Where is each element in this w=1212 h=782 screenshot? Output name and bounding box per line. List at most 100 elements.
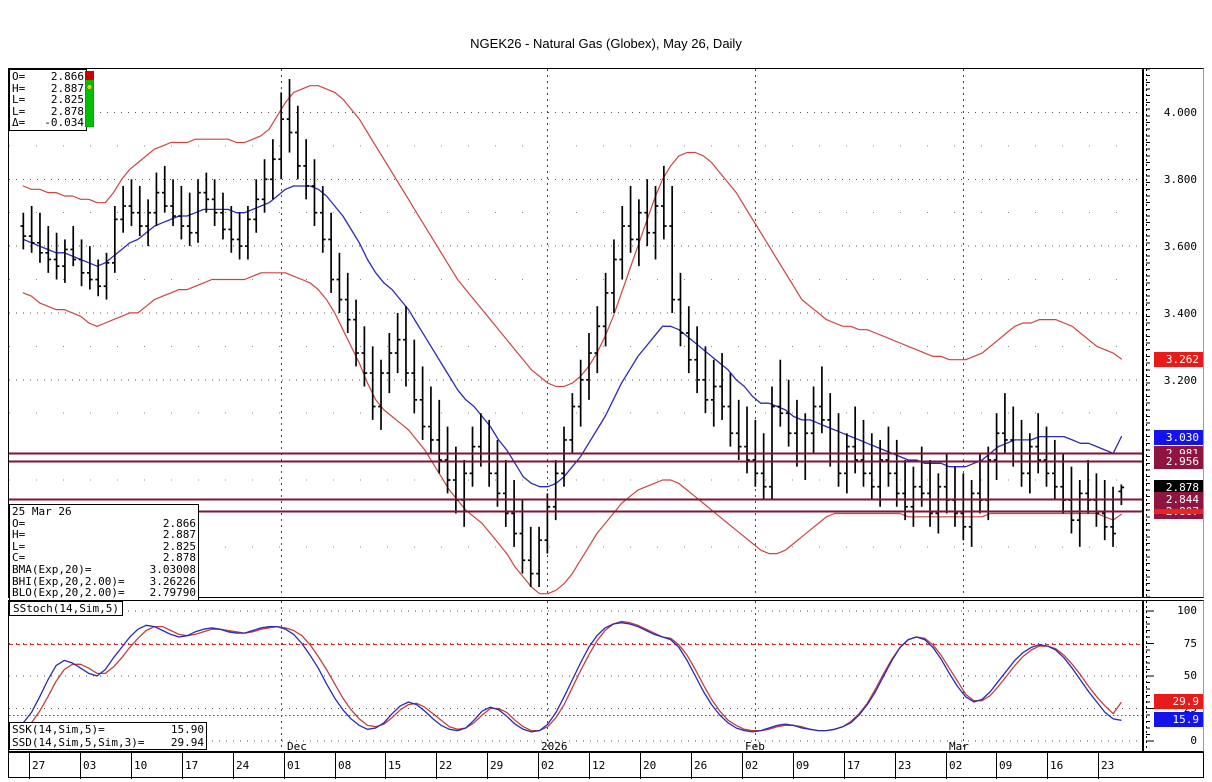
quote-row-label: L= bbox=[12, 104, 26, 118]
cursor-data-value: 3.26226 bbox=[149, 574, 196, 588]
date-axis-tick bbox=[589, 753, 590, 779]
cursor-data-row: H= 2.887 bbox=[12, 529, 196, 541]
price-chart-canvas[interactable] bbox=[9, 69, 1142, 597]
cursor-data-row: C= 2.878 bbox=[12, 552, 196, 564]
date-axis-tick-label: 02 bbox=[541, 759, 555, 772]
date-axis-tick bbox=[844, 753, 845, 779]
quote-info-box: O= 2.866 H= 2.887 L= 2.825 L= 2.878 Δ= -0.034 bbox=[9, 69, 87, 131]
price-chart-pane[interactable] bbox=[8, 68, 1143, 598]
cursor-data-box: 25 Mar 26 O= 2.866 H= 2.887 L= 2.825 C= 2.878 BMA… bbox=[9, 504, 199, 601]
date-axis-tick bbox=[895, 753, 896, 779]
stochastic-canvas[interactable] bbox=[9, 601, 1142, 751]
date-axis-tick bbox=[29, 753, 30, 779]
quote-row-label: O= bbox=[12, 70, 26, 83]
cursor-data-key: BLO(Exp,20,2.00)= bbox=[12, 586, 125, 600]
date-axis-tick bbox=[436, 753, 437, 779]
date-axis-tick-label: 02 bbox=[949, 759, 963, 772]
date-axis-month-label: Dec bbox=[287, 740, 307, 753]
stochastic-value-row: SSK(14,Sim,5)= 15.90 bbox=[12, 723, 204, 736]
price-axis-badge[interactable]: 3.262 bbox=[1154, 352, 1203, 368]
date-axis-tick-label: 16 bbox=[1050, 759, 1064, 772]
stochastic-axis-tick-label: 50 bbox=[1183, 669, 1197, 682]
cursor-data-key: C= bbox=[12, 551, 26, 565]
date-axis-tick bbox=[233, 753, 234, 779]
cursor-data-row: BMA(Exp,20)= 3.03008 bbox=[12, 564, 196, 576]
cursor-data-value: 2.878 bbox=[162, 551, 196, 565]
date-axis-tick-label: 24 bbox=[236, 759, 250, 772]
stochastic-values-box: SSK(14,Sim,5)= 15.90 SSD(14,Sim,5,Sim,3)= 2… bbox=[9, 722, 207, 750]
price-axis-pane[interactable]: 4.0003.8003.6003.4003.2003.2623.0302.981… bbox=[1143, 68, 1204, 598]
date-axis-tick bbox=[284, 753, 285, 779]
price-axis-badge[interactable]: 2.878 bbox=[1154, 480, 1203, 496]
price-axis-tick-label: 3.600 bbox=[1163, 240, 1197, 254]
date-axis-tick bbox=[335, 753, 336, 779]
date-axis-tick bbox=[538, 753, 539, 779]
quote-row-value: 2.825 bbox=[50, 93, 84, 107]
quote-row: H= 2.887 bbox=[12, 81, 84, 95]
stochastic-pane[interactable] bbox=[8, 600, 1143, 752]
date-axis-tick bbox=[385, 753, 386, 779]
date-axis[interactable]: 27 03 10 17 24 01 08 15 22 29 02 12 20 26 02 09 17 23 02 09… bbox=[8, 740, 1204, 779]
date-axis-tick bbox=[742, 753, 743, 779]
date-axis-tick bbox=[691, 753, 692, 779]
stochastic-axis-pane[interactable]: 100755025029.915.9 bbox=[1143, 600, 1204, 752]
date-axis-tick-label: 29 bbox=[490, 759, 504, 772]
date-axis-tick-label: 20 bbox=[643, 759, 657, 772]
cursor-data-key: BHI(Exp,20,2.00)= bbox=[12, 574, 125, 588]
date-axis-month-label: 2026 bbox=[541, 740, 568, 753]
price-axis-tick-label: 3.200 bbox=[1163, 373, 1197, 387]
cursor-date-label: 25 Mar 26 bbox=[12, 505, 72, 518]
date-axis-tick-label: 22 bbox=[439, 759, 453, 772]
cursor-data-value: 3.03008 bbox=[149, 562, 196, 576]
date-axis-tick-label: 26 bbox=[694, 759, 708, 772]
price-axis-tick-label: 3.800 bbox=[1163, 173, 1197, 187]
date-axis-tick-label: 17 bbox=[847, 759, 861, 772]
date-axis-tick bbox=[1047, 753, 1048, 779]
quote-row: Δ= -0.034 bbox=[12, 117, 84, 129]
cursor-data-value: 2.887 bbox=[162, 528, 196, 542]
date-axis-tick bbox=[80, 753, 81, 779]
stochastic-axis-badge[interactable]: 15.9 bbox=[1154, 712, 1203, 728]
date-axis-tick-label: 23 bbox=[1101, 759, 1115, 772]
cursor-data-value: 2.79790 bbox=[149, 586, 196, 600]
price-axis-badge[interactable]: 2.844 bbox=[1154, 491, 1203, 507]
quote-row-value: -0.034 bbox=[44, 116, 84, 130]
date-axis-tick-label: 09 bbox=[796, 759, 810, 772]
cursor-data-key: O= bbox=[12, 516, 26, 530]
quote-row-label: Δ= bbox=[12, 116, 26, 130]
quote-row: L= 2.878 bbox=[12, 106, 84, 118]
stochastic-value-number: 29.94 bbox=[170, 736, 204, 749]
date-axis-tick-label: 01 bbox=[287, 759, 301, 772]
cursor-data-value: 2.825 bbox=[162, 539, 196, 553]
quote-row-label: H= bbox=[12, 81, 26, 95]
price-axis-tick-label: 4.000 bbox=[1163, 106, 1197, 120]
cursor-data-row: O= 2.866 bbox=[12, 516, 196, 530]
date-axis-tick bbox=[640, 753, 641, 779]
quote-row-label: L= bbox=[12, 93, 26, 107]
date-axis-tick bbox=[487, 753, 488, 779]
stochastic-value-row: SSD(14,Sim,5,Sim,3)= 29.94 bbox=[12, 736, 204, 749]
stochastic-axis-tick-label: 100 bbox=[1177, 604, 1197, 617]
date-axis-tick-label: 02 bbox=[745, 759, 759, 772]
stochastic-value-number: 15.90 bbox=[170, 723, 204, 736]
cursor-data-key: H= bbox=[12, 528, 26, 542]
price-axis-ticks bbox=[1146, 69, 1150, 597]
quote-row-value: 2.866 bbox=[50, 70, 84, 83]
date-axis-tick bbox=[946, 753, 947, 779]
quote-row-value: 2.887 bbox=[50, 81, 84, 95]
stochastic-axis-ticks bbox=[1146, 601, 1154, 751]
quote-row: O= 2.866 bbox=[12, 71, 84, 83]
price-axis-badge[interactable]: 3.030 bbox=[1154, 429, 1203, 445]
stochastic-axis-badge[interactable]: 29.9 bbox=[1154, 694, 1203, 710]
cursor-data-value: 2.866 bbox=[162, 516, 196, 530]
date-axis-tick-label: 10 bbox=[134, 759, 148, 772]
date-axis-tick-label: 27 bbox=[32, 759, 46, 772]
date-axis-tick-label: 23 bbox=[898, 759, 912, 772]
date-axis-tick-label: 08 bbox=[338, 759, 352, 772]
cursor-data-key: BMA(Exp,20)= bbox=[12, 562, 92, 576]
stochastic-axis-tick-label: 75 bbox=[1183, 636, 1197, 650]
price-axis-badge[interactable] bbox=[1154, 509, 1203, 515]
price-axis-badge[interactable]: 2.956 bbox=[1154, 454, 1203, 470]
scale-bar-icon bbox=[85, 71, 94, 127]
